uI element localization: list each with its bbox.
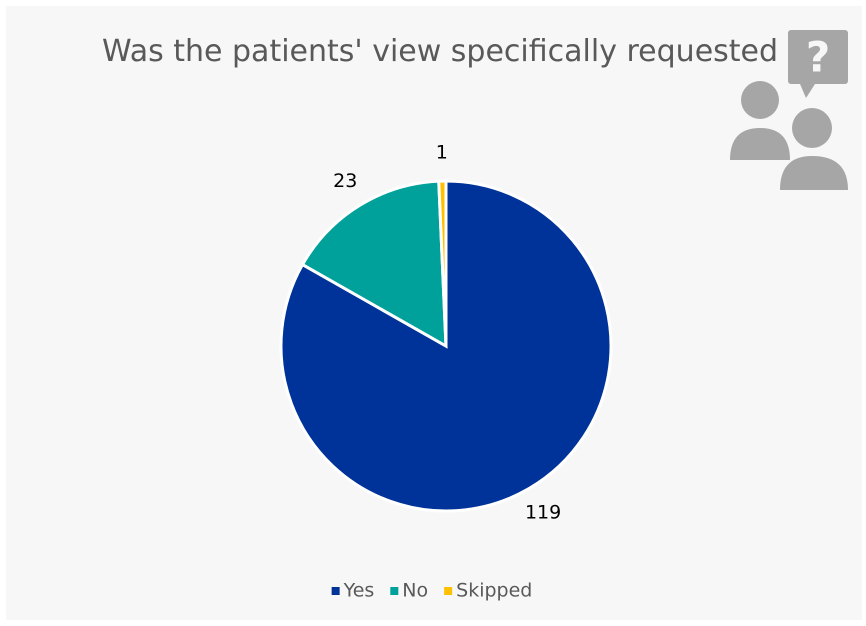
- legend-swatch: [444, 587, 453, 595]
- legend-swatch: [390, 587, 399, 595]
- icon: ?: [730, 30, 848, 190]
- legend-label: No: [402, 580, 428, 602]
- chart-title: Was the patients' view specifically requ…: [101, 34, 779, 69]
- data-label: 119: [525, 501, 561, 523]
- data-label: 23: [333, 170, 357, 192]
- svg-text:?: ?: [806, 33, 830, 82]
- pie-slice: [300, 179, 448, 349]
- legend-label: Skipped: [456, 580, 532, 602]
- pie-slice: [279, 179, 613, 513]
- data-label: 1: [436, 142, 448, 164]
- pie-slice: [437, 179, 448, 347]
- legend-label: Yes: [343, 580, 375, 602]
- legend-swatch: [331, 587, 340, 595]
